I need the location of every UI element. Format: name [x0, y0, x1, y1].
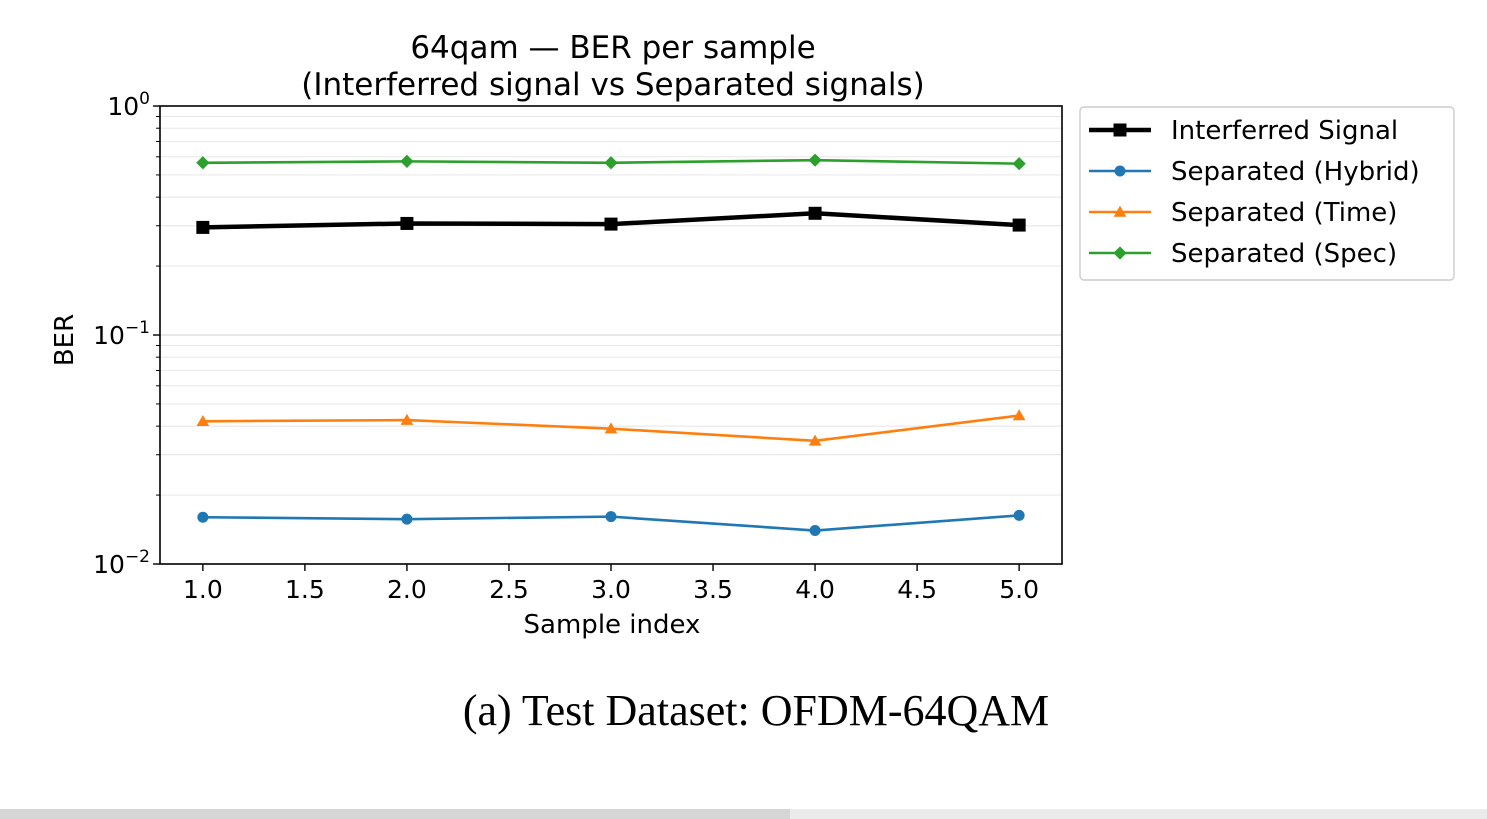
y-tick-exponent: 0	[139, 89, 150, 109]
series-layer	[196, 153, 1026, 537]
x-tick-label: 2.5	[489, 575, 529, 604]
horizontal-scrollbar[interactable]	[0, 809, 1487, 819]
data-point-marker	[400, 154, 414, 168]
data-point-marker	[401, 513, 413, 525]
x-tick-label: 1.0	[183, 575, 223, 604]
series-interferred-signal	[196, 206, 1026, 234]
data-point-marker	[1012, 409, 1026, 421]
data-point-marker	[1012, 218, 1026, 232]
data-point-marker	[400, 216, 414, 230]
data-point-marker	[808, 434, 822, 446]
x-tick-label: 2.0	[387, 575, 427, 604]
data-point-marker	[196, 414, 210, 427]
legend-label: Interferred Signal	[1171, 116, 1398, 146]
y-tick-label: 10−2	[93, 547, 150, 579]
y-tick-base: 10	[93, 321, 125, 350]
chart-title: 64qam — BER per sample	[410, 30, 815, 66]
data-point-marker	[1012, 157, 1026, 171]
y-tick-label: 10−1	[93, 318, 150, 350]
series-separated-spec	[196, 153, 1026, 171]
data-point-marker	[808, 153, 822, 167]
y-tick-base: 10	[93, 550, 125, 579]
data-point-marker	[196, 156, 210, 170]
data-point-marker	[196, 220, 210, 234]
data-point-marker	[1113, 123, 1127, 137]
x-tick-label: 1.5	[285, 575, 325, 604]
data-point-marker	[1114, 165, 1126, 177]
x-tick-label: 4.0	[795, 575, 835, 604]
x-tick-label: 3.5	[693, 575, 733, 604]
y-tick-exponent: −1	[125, 318, 150, 338]
data-point-marker	[809, 525, 821, 537]
x-tick-label: 4.5	[897, 575, 937, 604]
data-point-marker	[1113, 205, 1127, 217]
figure-caption: (a) Test Dataset: OFDM-64QAM	[463, 686, 1049, 735]
data-point-marker	[1013, 509, 1025, 521]
y-axis-label: BER	[50, 314, 80, 366]
data-point-marker	[1113, 246, 1127, 260]
data-point-marker	[605, 511, 617, 523]
legend-label: Separated (Spec)	[1171, 239, 1397, 269]
data-point-marker	[604, 156, 618, 170]
data-point-marker	[197, 511, 209, 523]
data-point-marker	[604, 217, 618, 231]
data-point-marker	[808, 206, 822, 220]
legend-label: Separated (Time)	[1171, 198, 1397, 228]
data-point-marker	[400, 413, 414, 425]
data-point-marker	[604, 422, 618, 434]
y-tick-base: 10	[107, 92, 139, 121]
legend-label: Separated (Hybrid)	[1171, 157, 1420, 187]
chart-subtitle: (Interferred signal vs Separated signals…	[301, 67, 924, 103]
y-tick-label: 100	[107, 89, 150, 121]
series-separated-hybrid	[197, 509, 1025, 537]
legend: Interferred Signal Separated (Hybrid) Sepa…	[1079, 106, 1455, 281]
x-tick-label: 5.0	[999, 575, 1039, 604]
series-separated-time	[196, 409, 1026, 446]
x-axis-label: Sample index	[524, 610, 701, 640]
scrollbar-thumb[interactable]	[0, 809, 790, 819]
grid-lines	[160, 116, 1062, 496]
y-tick-exponent: −2	[125, 547, 150, 567]
x-tick-label: 3.0	[591, 575, 631, 604]
legend-frame	[1079, 106, 1455, 281]
x-axis-ticks: 1.0 1.5 2.0 2.5 3.0 3.5 4.0 4.5 5.0	[183, 564, 1039, 604]
